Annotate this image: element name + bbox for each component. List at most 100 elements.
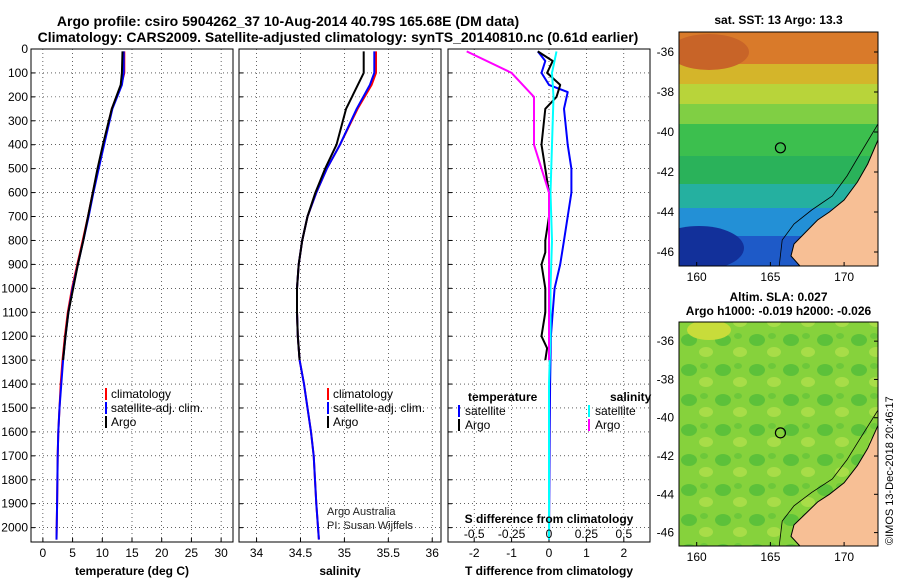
map-title: sat. SST: 13 Argo: 13.3 — [714, 13, 843, 27]
y-tick-label: 100 — [8, 66, 28, 80]
map-title: Altim. SLA: 0.027 — [729, 290, 827, 304]
map-y-tick-label: -46 — [657, 526, 675, 540]
sst-band — [679, 104, 878, 125]
legend-swatch — [588, 419, 590, 431]
depth-contour — [778, 123, 878, 266]
y-tick-label: 1200 — [1, 329, 28, 343]
legend-label: climatology — [333, 387, 393, 401]
series-group — [296, 51, 377, 540]
x-tick-label: 1 — [583, 546, 590, 560]
map-field — [679, 322, 878, 546]
x2-tick-label: 0 — [546, 527, 553, 541]
x-tick-label: 36 — [426, 546, 440, 560]
map-y-tick-label: -46 — [657, 245, 675, 259]
legend-swatch — [105, 416, 107, 428]
x-tick-label: 34.5 — [289, 546, 313, 560]
legend-label: satellite-adj. clim. — [333, 401, 425, 415]
depth-contour — [778, 409, 878, 546]
y-tick-label: 1300 — [1, 353, 28, 367]
legend-label: climatology — [111, 387, 171, 401]
argo-location-marker — [774, 427, 787, 439]
map-y-tick-label: -38 — [657, 85, 675, 99]
x-tick-label: 0 — [40, 546, 47, 560]
annotation-line: Argo Australia — [327, 506, 396, 518]
legend-label: satellite — [595, 404, 636, 418]
x-axis-label-2: S difference from climatology — [465, 512, 634, 526]
y-tick-label: 1000 — [1, 281, 28, 295]
x-tick-label: 35 — [338, 546, 352, 560]
legend-swatch — [327, 388, 329, 400]
map-y-tick-label: -40 — [657, 125, 675, 139]
sst-band — [679, 84, 878, 105]
series-group — [55, 51, 126, 540]
map-frame — [678, 321, 879, 547]
y-tick-label: 1800 — [1, 473, 28, 487]
map-x-tick-label: 165 — [760, 550, 780, 564]
sst-band — [679, 64, 878, 85]
y-tick-label: 800 — [8, 233, 28, 247]
map-frame — [678, 31, 879, 267]
y-tick-label: 900 — [8, 257, 28, 271]
plot-frame — [30, 48, 234, 543]
x-tick-label: -2 — [469, 546, 480, 560]
map-field — [679, 32, 878, 266]
sst-warm-patch — [679, 34, 749, 70]
map-sst-map: 160 165 170 -36 -38 -40 -42 -44 -46 sat. SST: 13 … — [657, 13, 879, 284]
map-x-tick-label: 160 — [687, 550, 707, 564]
series-line-salinity-argo — [466, 50, 550, 361]
x-tick-label: 0 — [546, 546, 553, 560]
y-tick-label: 500 — [8, 162, 28, 176]
map-y-tick-label: -40 — [657, 411, 675, 425]
panel-differences: -2 -1 0 1 2 T difference from climatology temp… — [447, 48, 652, 578]
x-axis-label: salinity — [319, 564, 361, 578]
legend-title: temperature — [468, 390, 538, 404]
legend-swatch — [327, 416, 329, 428]
series-group — [466, 50, 573, 540]
map-y-tick-label: -44 — [657, 205, 675, 219]
map-sla-map: 160 165 170 -36 -38 -40 -42 -44 -46 Altim. SLA: 0… — [657, 290, 879, 564]
x2-tick-label: -0.5 — [464, 527, 485, 541]
title-line-1: Argo profile: csiro 5904262_37 10-Aug-20… — [57, 13, 519, 29]
map-x-tick-label: 160 — [687, 270, 707, 284]
sst-cold-patch — [679, 226, 744, 266]
map-y-tick-label: -44 — [657, 487, 675, 501]
legend-label: Argo — [465, 418, 491, 432]
legend-swatch — [458, 405, 460, 417]
x-tick-label: 34 — [250, 546, 264, 560]
x-tick-label: 5 — [69, 546, 76, 560]
x-tick-label: 30 — [214, 546, 228, 560]
x-tick-label: 10 — [96, 546, 110, 560]
title-line-2: Climatology: CARS2009. Satellite-adjuste… — [38, 29, 639, 45]
y-tick-label: 0 — [21, 42, 28, 56]
y-tick-label: 600 — [8, 186, 28, 200]
series-line-argo — [296, 51, 365, 361]
legend-swatch — [458, 419, 460, 431]
legend-title: salinity — [610, 390, 652, 404]
plot-frame — [238, 48, 442, 543]
land-mass — [790, 425, 878, 546]
map-y-tick-label: -42 — [657, 449, 675, 463]
x-tick-label: 25 — [185, 546, 199, 560]
x-tick-label: 15 — [125, 546, 139, 560]
sst-band — [679, 124, 878, 157]
legend-swatch — [588, 405, 590, 417]
x-tick-label: -1 — [506, 546, 517, 560]
panel-temperature: 0100200300400500600700800900100011001200… — [1, 42, 234, 578]
x-tick-label: 20 — [155, 546, 169, 560]
imos-credit: ©IMOS 13-Dec-2018 20:46:17 — [884, 396, 896, 545]
series-line-argo — [62, 51, 124, 361]
legend-label: Argo — [595, 418, 621, 432]
y-tick-label: 2000 — [1, 521, 28, 535]
map-y-tick-label: -36 — [657, 45, 675, 59]
legend-swatch — [105, 402, 107, 414]
map-x-tick-label: 170 — [834, 550, 854, 564]
y-tick-label: 700 — [8, 210, 28, 224]
land-mass — [790, 139, 878, 266]
argo-location-marker — [774, 142, 787, 154]
y-tick-label: 1900 — [1, 497, 28, 511]
x2-tick-label: 0.25 — [575, 527, 599, 541]
legend-label: Argo — [111, 415, 137, 429]
legend-swatch — [327, 402, 329, 414]
x2-tick-label: -0.25 — [498, 527, 526, 541]
